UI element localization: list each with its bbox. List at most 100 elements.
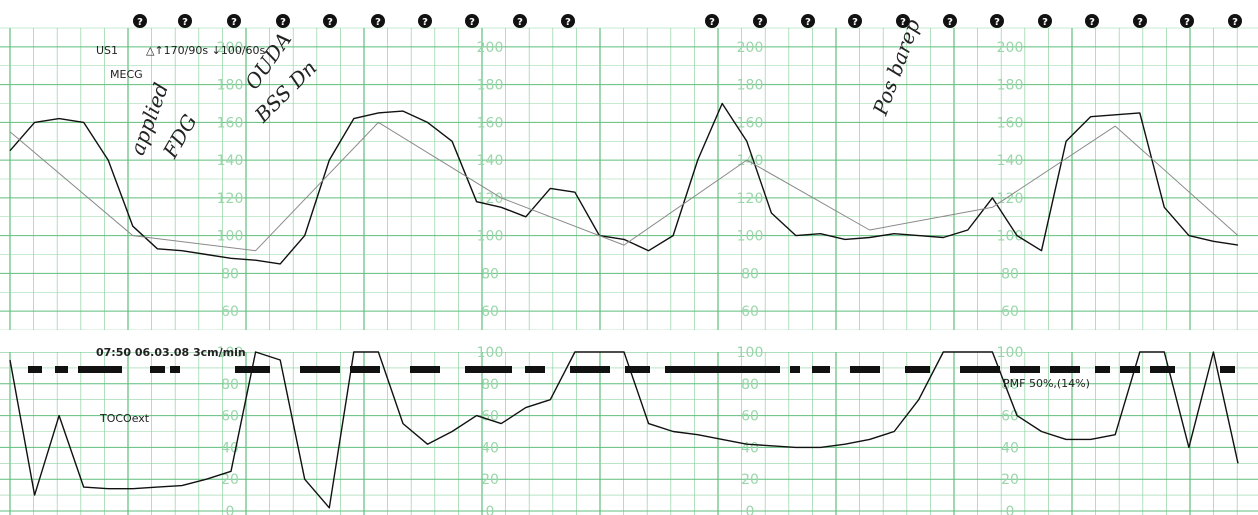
- event-bar-segment: [28, 366, 42, 373]
- event-marker-icon: [1038, 14, 1052, 28]
- event-marker-icon: [1228, 14, 1242, 28]
- toco-tick-label: 0: [1006, 504, 1015, 515]
- event-marker-icon: [943, 14, 957, 28]
- event-marker-glyph: ?: [422, 17, 428, 28]
- event-bar-segment: [570, 366, 610, 373]
- toco-tick-label: 80: [221, 377, 239, 393]
- fhr-tick-label: 80: [221, 266, 239, 282]
- fhr-tick-label: 80: [741, 266, 759, 282]
- event-marker-icon: [276, 14, 290, 28]
- event-marker-glyph: ?: [1184, 17, 1190, 28]
- fhr-tick-label: 100: [217, 229, 244, 245]
- event-marker-icon: [896, 14, 910, 28]
- event-bar-segment: [55, 366, 68, 373]
- event-marker-glyph: ?: [1042, 17, 1048, 28]
- event-marker-glyph: ?: [565, 17, 571, 28]
- event-marker-glyph: ?: [1089, 17, 1095, 28]
- event-marker-glyph: ?: [327, 17, 333, 28]
- toco-tick-label: 20: [221, 472, 239, 488]
- event-bar-segment: [300, 366, 340, 373]
- toco-tick-label: 100: [737, 345, 764, 361]
- event-marker-glyph: ?: [805, 17, 811, 28]
- trace-us1: [9, 102, 1239, 265]
- event-marker-glyph: ?: [1137, 17, 1143, 28]
- date-time-speed: 07:50 06.03.08 3cm/min: [96, 346, 246, 359]
- event-bar-segment: [1050, 366, 1080, 373]
- fhr-tick-label: 180: [217, 78, 244, 94]
- event-marker-icon: [371, 14, 385, 28]
- toco-tick-label: 100: [997, 345, 1024, 361]
- toco-tick-label: 60: [221, 409, 239, 425]
- toco-tick-label: 20: [741, 472, 759, 488]
- fhr-tick-label: 80: [1001, 266, 1019, 282]
- fhr-tick-label: 140: [217, 153, 244, 169]
- event-bar-segment: [665, 366, 780, 373]
- event-marker-glyph: ?: [900, 17, 906, 28]
- event-marker-glyph: ?: [994, 17, 1000, 28]
- toco-tick-label: 100: [217, 345, 244, 361]
- event-bar-segment: [465, 366, 512, 373]
- event-marker-glyph: ?: [709, 17, 715, 28]
- fhr-tick-label: 60: [221, 304, 239, 320]
- fhr-tick-label: 120: [217, 191, 244, 207]
- event-marker-icon: [990, 14, 1004, 28]
- legend-mecg: MECG: [110, 68, 143, 81]
- event-bar-segment: [410, 366, 440, 373]
- event-marker-glyph: ?: [517, 17, 523, 28]
- fhr-tick-label: 160: [217, 115, 244, 131]
- fhr-tick-label: 60: [1001, 304, 1019, 320]
- trace-mecg: [9, 121, 1239, 252]
- event-bar-segment: [812, 366, 830, 373]
- event-marker-glyph: ?: [469, 17, 475, 28]
- event-marker-icon: [418, 14, 432, 28]
- fhr-tick-label: 100: [477, 229, 504, 245]
- fhr-tick-label: 180: [997, 78, 1024, 94]
- fhr-tick-label: 180: [477, 78, 504, 94]
- fhr-tick-label: 120: [737, 191, 764, 207]
- fhr-tick-label: 60: [481, 304, 499, 320]
- event-bar-segment: [350, 366, 380, 373]
- trace-tocoext: [9, 351, 1239, 509]
- toco-tick-label: 40: [1001, 440, 1019, 456]
- toco-tick-label: 40: [741, 440, 759, 456]
- event-bar-segment: [170, 366, 180, 373]
- toco-tick-label: 60: [1001, 409, 1019, 425]
- event-bar-segment: [78, 366, 122, 373]
- toco-tick-label: 80: [481, 377, 499, 393]
- event-marker-glyph: ?: [852, 17, 858, 28]
- fhr-tick-label: 200: [997, 40, 1024, 56]
- event-bar-segment: [960, 366, 1000, 373]
- toco-tick-label: 0: [746, 504, 755, 515]
- event-marker-glyph: ?: [947, 17, 953, 28]
- fhr-tick-label: 60: [741, 304, 759, 320]
- event-marker-icon: [848, 14, 862, 28]
- event-marker-glyph: ?: [375, 17, 381, 28]
- event-markers: ??????????????????????: [133, 14, 1242, 28]
- event-marker-glyph: ?: [137, 17, 143, 28]
- event-bar: [28, 366, 1235, 373]
- toco-tick-label: 0: [486, 504, 495, 515]
- toco-tick-label: 20: [481, 472, 499, 488]
- event-marker-icon: [178, 14, 192, 28]
- fhr-tick-label: 200: [737, 40, 764, 56]
- event-marker-glyph: ?: [182, 17, 188, 28]
- event-marker-icon: [753, 14, 767, 28]
- fhr-tick-label: 180: [737, 78, 764, 94]
- event-bar-segment: [905, 366, 930, 373]
- toco-tick-label: 60: [741, 409, 759, 425]
- fhr-tick-label: 140: [997, 153, 1024, 169]
- event-marker-glyph: ?: [1232, 17, 1238, 28]
- fhr-tick-label: 120: [997, 191, 1024, 207]
- event-marker-icon: [133, 14, 147, 28]
- fhr-tick-label: 160: [737, 115, 764, 131]
- event-bar-segment: [1120, 366, 1140, 373]
- panel-separator: [0, 330, 1258, 352]
- fhr-tick-label: 160: [997, 115, 1024, 131]
- toco-label: TOCOext: [100, 412, 150, 425]
- event-bar-segment: [1150, 366, 1175, 373]
- fhr-tick-label: 200: [477, 40, 504, 56]
- fhr-tick-label: 160: [477, 115, 504, 131]
- event-marker-icon: [801, 14, 815, 28]
- fhr-tick-label: 80: [481, 266, 499, 282]
